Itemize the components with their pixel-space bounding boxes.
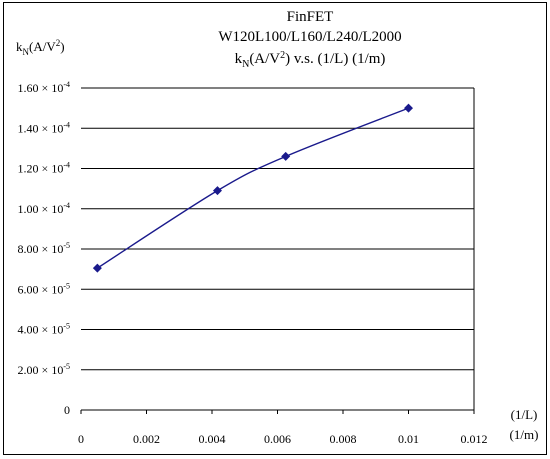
x-axis-label-2: (1/m) bbox=[510, 427, 539, 442]
plot-series bbox=[92, 103, 413, 273]
x-tick-label: 0.012 bbox=[461, 432, 488, 446]
y-tick-label: 8.00 × 10-5 bbox=[18, 241, 70, 256]
ylabel-close: ) bbox=[60, 39, 64, 54]
data-point-1 bbox=[212, 186, 222, 196]
x-tick-label: 0.008 bbox=[330, 432, 357, 446]
y-tick-exponent: -4 bbox=[63, 120, 70, 129]
x-tick-label: 0 bbox=[78, 432, 84, 446]
y-tick-exponent: -5 bbox=[63, 281, 70, 290]
chart-titles: FinFET W120L100/L160/L240/L2000 kN(A/V2)… bbox=[218, 9, 401, 70]
x-axis-label-1: (1/L) bbox=[511, 407, 538, 422]
y-tick-exponent: -5 bbox=[63, 241, 70, 250]
x-tick-label: 0.002 bbox=[133, 432, 160, 446]
chart-subtitle: kN(A/V2) v.s. (1/L) (1/m) bbox=[235, 50, 386, 70]
y-tick-label: 1.00 × 10-4 bbox=[18, 201, 70, 216]
y-tick-mantissa: 8.00 × 10 bbox=[18, 242, 64, 256]
ylabel-sup: 2 bbox=[56, 38, 61, 48]
y-tick-exponent: -4 bbox=[63, 161, 70, 170]
ylabel-k: k bbox=[16, 39, 23, 54]
ylabel-sub: N bbox=[23, 47, 30, 57]
y-tick-exponent: -5 bbox=[63, 362, 70, 371]
subtitle-rest: ) v.s. (1/L) (1/m) bbox=[285, 51, 385, 67]
y-tick-exponent: -4 bbox=[63, 201, 70, 210]
y-tick-mantissa: 4.00 × 10 bbox=[18, 323, 64, 337]
y-tick-mantissa: 1.20 × 10 bbox=[18, 162, 64, 176]
line-chart: FinFET W120L100/L160/L240/L2000 kN(A/V2)… bbox=[16, 9, 539, 446]
chart-frame: FinFET W120L100/L160/L240/L2000 kN(A/V2)… bbox=[3, 2, 547, 455]
y-axis-label: kN(A/V2) bbox=[16, 38, 65, 57]
data-point-0 bbox=[92, 263, 102, 273]
y-tick-mantissa: 2.00 × 10 bbox=[18, 363, 64, 377]
chart-title: FinFET bbox=[287, 9, 334, 25]
y-tick-label: 1.20 × 10-4 bbox=[18, 161, 70, 176]
y-tick-exponent: -4 bbox=[63, 80, 70, 89]
y-tick-mantissa: 6.00 × 10 bbox=[18, 282, 64, 296]
subtitle-sub: N bbox=[242, 59, 249, 70]
grid-lines bbox=[81, 87, 475, 411]
y-tick-label: 4.00 × 10-5 bbox=[18, 322, 70, 337]
chart-title-devices: W120L100/L160/L240/L2000 bbox=[218, 29, 401, 45]
subtitle-k: k bbox=[235, 51, 243, 67]
data-point-2 bbox=[281, 151, 291, 161]
x-tick-label: 0.004 bbox=[199, 432, 226, 446]
x-tick-labels: 0 0.002 0.004 0.006 0.008 0.01 0.012 bbox=[78, 410, 488, 446]
x-tick-label: 0.01 bbox=[398, 432, 419, 446]
y-tick-labels: 02.00 × 10-54.00 × 10-56.00 × 10-58.00 ×… bbox=[18, 80, 70, 417]
data-point-3 bbox=[404, 103, 413, 113]
ylabel-unit: (A/V bbox=[29, 39, 56, 54]
y-tick-label: 6.00 × 10-5 bbox=[18, 281, 70, 296]
x-tick-label: 0.006 bbox=[264, 432, 291, 446]
y-tick-label: 2.00 × 10-5 bbox=[18, 362, 70, 377]
y-tick-mantissa: 1.60 × 10 bbox=[18, 81, 64, 95]
subtitle-sup: 2 bbox=[280, 50, 285, 61]
y-tick-exponent: -5 bbox=[63, 322, 70, 331]
y-tick-label: 1.40 × 10-4 bbox=[18, 120, 70, 135]
series-line-0 bbox=[97, 107, 409, 269]
y-tick-label: 0 bbox=[64, 403, 70, 417]
y-tick-mantissa: 0 bbox=[64, 403, 70, 417]
y-tick-mantissa: 1.00 × 10 bbox=[18, 202, 64, 216]
y-tick-label: 1.60 × 10-4 bbox=[18, 80, 70, 95]
subtitle-unit: (A/V bbox=[249, 51, 280, 67]
y-tick-mantissa: 1.40 × 10 bbox=[18, 121, 64, 135]
